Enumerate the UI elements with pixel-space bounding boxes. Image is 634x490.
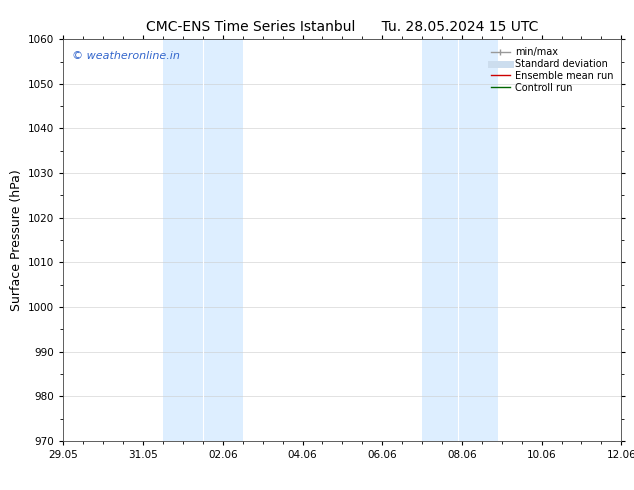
- Bar: [422, 39, 458, 441]
- Legend: min/max, Standard deviation, Ensemble mean run, Controll run: min/max, Standard deviation, Ensemble me…: [488, 44, 616, 96]
- Bar: [203, 39, 243, 441]
- Text: © weatheronline.in: © weatheronline.in: [72, 51, 179, 61]
- Bar: [458, 39, 498, 441]
- Bar: [163, 39, 203, 441]
- Y-axis label: Surface Pressure (hPa): Surface Pressure (hPa): [10, 169, 23, 311]
- Title: CMC-ENS Time Series Istanbul      Tu. 28.05.2024 15 UTC: CMC-ENS Time Series Istanbul Tu. 28.05.2…: [146, 20, 538, 34]
